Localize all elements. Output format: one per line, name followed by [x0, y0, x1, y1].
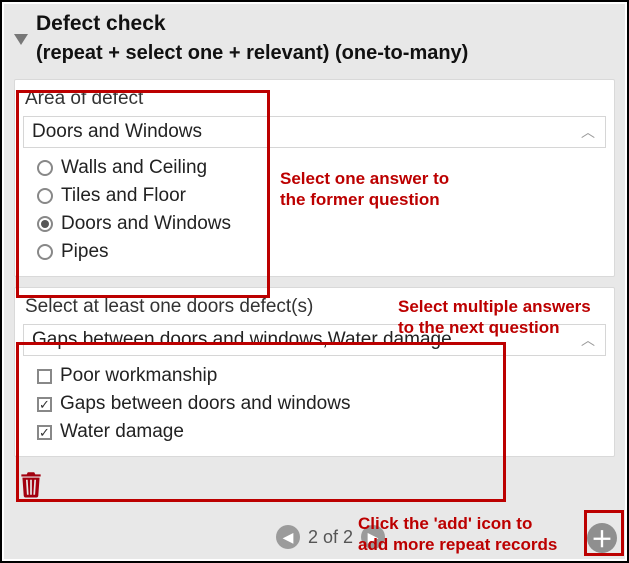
area-options-list: Walls and Ceiling Tiles and Floor Doors an… [23, 148, 606, 268]
area-option[interactable]: Walls and Ceiling [35, 154, 604, 182]
form-preview-frame: Defect check (repeat + select one + rele… [0, 0, 629, 563]
area-option[interactable]: Doors and Windows [35, 210, 604, 238]
prev-record-button[interactable]: ◀ [276, 525, 300, 549]
checkbox-icon[interactable] [37, 397, 52, 412]
checkbox-icon[interactable] [37, 425, 52, 440]
radio-icon[interactable] [37, 188, 53, 204]
doors-defects-card: Select at least one doors defect(s) Gaps… [14, 287, 615, 457]
chevron-up-icon: ︿ [581, 122, 595, 142]
option-label: Doors and Windows [61, 213, 231, 235]
trash-icon[interactable] [18, 469, 44, 504]
header-titles: Defect check (repeat + select one + rele… [36, 10, 615, 73]
record-pager: ◀ 2 of 2 ▶ [276, 525, 385, 549]
area-of-defect-card: Area of defect Doors and Windows ︿ Walls… [14, 79, 615, 277]
radio-icon[interactable] [37, 160, 53, 176]
defect-option[interactable]: Water damage [35, 418, 604, 446]
defects-options-list: Poor workmanship Gaps between doors and w… [23, 356, 606, 448]
option-label: Poor workmanship [60, 365, 217, 387]
defect-option[interactable]: Gaps between doors and windows [35, 390, 604, 418]
defects-question-label: Select at least one doors defect(s) [25, 296, 604, 318]
repeat-footer [14, 467, 615, 506]
pager-text: 2 of 2 [308, 527, 353, 548]
checkbox-icon[interactable] [37, 369, 52, 384]
section-title: Defect check [36, 12, 615, 36]
defects-selected-value: Gaps between doors and windows,Water dam… [32, 329, 452, 350]
option-label: Pipes [61, 241, 109, 263]
defects-select-display[interactable]: Gaps between doors and windows,Water dam… [23, 324, 606, 356]
collapse-toggle-wrap [14, 10, 36, 45]
radio-icon[interactable] [37, 216, 53, 232]
option-label: Tiles and Floor [61, 185, 186, 207]
defect-option[interactable]: Poor workmanship [35, 362, 604, 390]
area-option[interactable]: Pipes [35, 238, 604, 266]
section-subtitle: (repeat + select one + relevant) (one-to… [36, 42, 615, 65]
area-selected-value: Doors and Windows [32, 121, 202, 142]
chevron-up-icon: ︿ [581, 330, 595, 350]
option-label: Gaps between doors and windows [60, 393, 350, 415]
option-label: Water damage [60, 421, 184, 443]
radio-icon[interactable] [37, 244, 53, 260]
form-panel: Defect check (repeat + select one + rele… [4, 4, 625, 559]
add-record-button[interactable]: ＋ [587, 523, 617, 553]
option-label: Walls and Ceiling [61, 157, 207, 179]
area-question-label: Area of defect [25, 88, 604, 110]
area-option[interactable]: Tiles and Floor [35, 182, 604, 210]
area-select-display[interactable]: Doors and Windows ︿ [23, 116, 606, 148]
collapse-toggle-icon[interactable] [14, 34, 28, 45]
next-record-button[interactable]: ▶ [361, 525, 385, 549]
section-header: Defect check (repeat + select one + rele… [14, 10, 615, 73]
